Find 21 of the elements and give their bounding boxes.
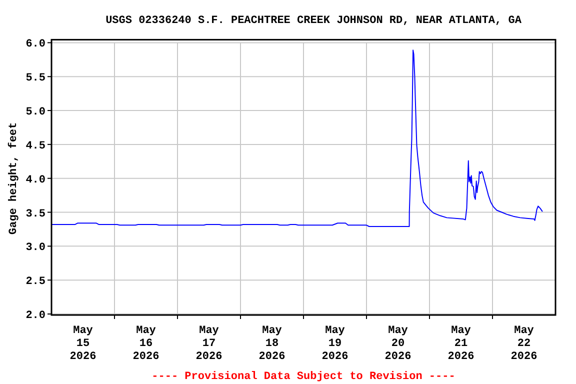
y-tick-label: 6.0 <box>26 38 46 51</box>
y-tick-label: 4.0 <box>26 174 46 186</box>
y-tick-label: 4.5 <box>26 140 46 152</box>
x-tick-label: May 19 2026 <box>322 325 348 363</box>
x-tick-label: May 15 2026 <box>70 325 96 363</box>
y-tick-label: 2.5 <box>26 276 46 288</box>
chart-title: USGS 02336240 S.F. PEACHTREE CREEK JOHNSON RD, NEAR ATLANTA, GA <box>106 15 522 27</box>
x-tick-label: May 17 2026 <box>196 325 222 363</box>
y-tick-label: 5.0 <box>26 106 46 119</box>
x-tick-label: May 21 2026 <box>448 325 474 363</box>
y-axis-title: Gage height, feet <box>7 122 20 234</box>
y-tick-label: 3.0 <box>26 242 46 254</box>
y-tick-label: 3.5 <box>26 208 46 220</box>
y-tick-label: 5.5 <box>26 72 46 85</box>
x-tick-label: May 20 2026 <box>384 325 412 363</box>
x-tick-label: May 18 2026 <box>258 325 286 363</box>
x-tick-label: May 22 2026 <box>510 325 538 363</box>
line-series <box>52 50 543 228</box>
x-tick-label: May 16 2026 <box>132 325 160 363</box>
text: ---- Provisional Data Subject to Revision ---- <box>152 371 456 383</box>
y-tick-label: 2.0 <box>26 310 46 322</box>
